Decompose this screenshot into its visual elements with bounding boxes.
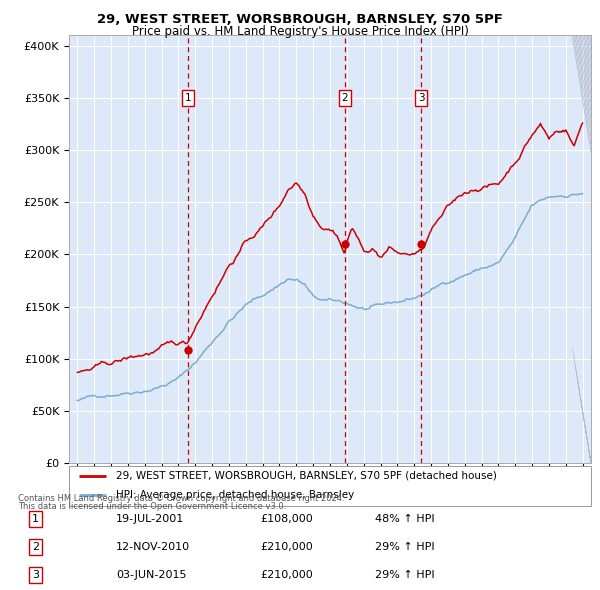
Text: 29, WEST STREET, WORSBROUGH, BARNSLEY, S70 5PF (detached house): 29, WEST STREET, WORSBROUGH, BARNSLEY, S… [116,471,497,481]
Text: 1: 1 [184,93,191,103]
Text: £108,000: £108,000 [260,514,313,525]
Text: 3: 3 [418,93,425,103]
Text: 12-NOV-2010: 12-NOV-2010 [116,542,190,552]
Text: 29, WEST STREET, WORSBROUGH, BARNSLEY, S70 5PF: 29, WEST STREET, WORSBROUGH, BARNSLEY, S… [97,13,503,26]
Text: 03-JUN-2015: 03-JUN-2015 [116,570,187,580]
Text: 29% ↑ HPI: 29% ↑ HPI [375,542,435,552]
Text: This data is licensed under the Open Government Licence v3.0.: This data is licensed under the Open Gov… [18,502,286,511]
Text: HPI: Average price, detached house, Barnsley: HPI: Average price, detached house, Barn… [116,490,354,500]
Text: 2: 2 [341,93,348,103]
Text: 3: 3 [32,570,39,580]
Text: 2: 2 [32,542,39,552]
Text: Contains HM Land Registry data © Crown copyright and database right 2024.: Contains HM Land Registry data © Crown c… [18,494,344,503]
Text: £210,000: £210,000 [260,542,313,552]
FancyBboxPatch shape [69,466,591,506]
Text: Price paid vs. HM Land Registry's House Price Index (HPI): Price paid vs. HM Land Registry's House … [131,25,469,38]
Text: 48% ↑ HPI: 48% ↑ HPI [375,514,435,525]
Text: £210,000: £210,000 [260,570,313,580]
Text: 29% ↑ HPI: 29% ↑ HPI [375,570,435,580]
Text: 1: 1 [32,514,39,525]
Text: 19-JUL-2001: 19-JUL-2001 [116,514,184,525]
